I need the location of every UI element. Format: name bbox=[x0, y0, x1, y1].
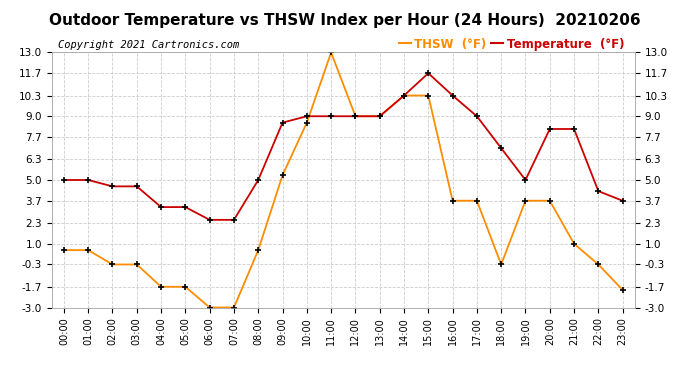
Text: Outdoor Temperature vs THSW Index per Hour (24 Hours)  20210206: Outdoor Temperature vs THSW Index per Ho… bbox=[49, 13, 641, 28]
Legend: THSW  (°F), Temperature  (°F): THSW (°F), Temperature (°F) bbox=[394, 33, 629, 56]
Text: Copyright 2021 Cartronics.com: Copyright 2021 Cartronics.com bbox=[57, 40, 239, 50]
